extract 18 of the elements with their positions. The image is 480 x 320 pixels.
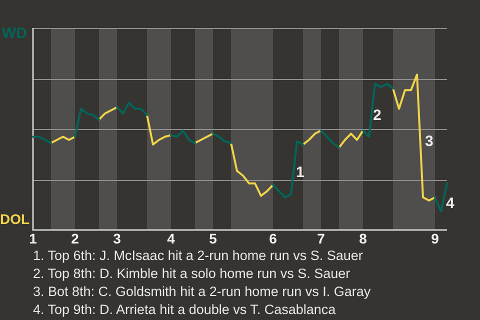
annotation: 1 bbox=[296, 164, 304, 182]
x-tick-label: 5 bbox=[209, 230, 218, 246]
annotation: 2 bbox=[373, 107, 382, 125]
text: 3. Bot 8th: C. Goldsmith hit a 2-run home run vs I. Garay bbox=[33, 283, 371, 301]
annotation: 3 bbox=[425, 133, 434, 151]
x-tick-label: 3 bbox=[113, 230, 122, 246]
x-tick-label: 7 bbox=[317, 230, 326, 246]
annotation: 4 bbox=[446, 195, 454, 213]
x-tick-label: 8 bbox=[359, 230, 368, 246]
x-tick-label: 6 bbox=[269, 230, 278, 246]
text: 1. Top 6th: J. McIsaac hit a 2-run home run vs S. Sauer bbox=[33, 247, 364, 265]
x-tick-label: 9 bbox=[431, 230, 440, 246]
text: 2. Top 8th: D. Kimble hit a solo home run vs S. Sauer bbox=[33, 265, 352, 283]
text: DOL bbox=[0, 210, 30, 228]
x-tick-label: 1 bbox=[29, 230, 38, 246]
x-tick-label: 4 bbox=[167, 230, 176, 246]
text: 4. Top 9th: D. Arrieta hit a double vs T. Casablanca bbox=[33, 301, 337, 319]
x-tick-label: 2 bbox=[71, 230, 80, 246]
